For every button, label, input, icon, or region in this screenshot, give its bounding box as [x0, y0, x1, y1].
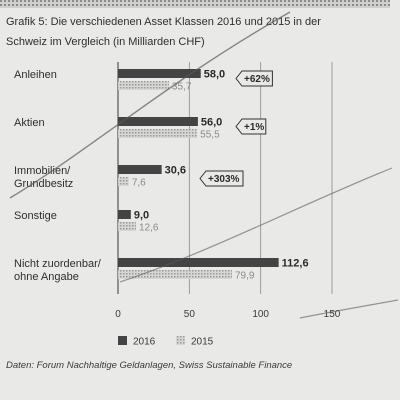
source-note: Daten: Forum Nachhaltige Geldanlagen, Sw…: [6, 360, 292, 371]
data-label-2016: 9,0: [134, 210, 149, 222]
category-label: Grundbesitz: [14, 178, 73, 190]
labels-layer: Anleihen 58,0 35,7 +62% Aktien 56,055,5 +1% Imm…: [14, 69, 309, 284]
bar-2015: [118, 81, 169, 90]
bar-2016: [118, 69, 201, 78]
header-band: [0, 0, 390, 8]
pen-stroke-decoration: [9, 11, 291, 199]
category-label: Aktien: [14, 117, 45, 129]
legend-label-2015: 2015: [191, 337, 214, 348]
change-label: +303%: [208, 174, 240, 185]
change-label: +62%: [244, 74, 270, 85]
data-label-2016: 30,6: [165, 165, 186, 177]
category-label: Anleihen: [14, 69, 57, 81]
change-tag: [235, 118, 267, 135]
x-tick-label-100: 100: [252, 309, 269, 320]
bar-2015: [118, 129, 198, 138]
bar-2015: [118, 270, 232, 279]
legend-swatch-2016: [118, 336, 127, 345]
data-label-2016: 56,0: [201, 117, 222, 129]
chart-title-line2: Schweiz im Vergleich (in Milliarden CHF): [6, 36, 205, 48]
x-tick-label-150: 150: [324, 309, 341, 320]
change-label: +1%: [244, 122, 264, 133]
bar-2016: [118, 117, 198, 126]
bar-2015: [118, 222, 136, 231]
pen-stroke-decoration-2: [119, 167, 393, 283]
bar-2016: [118, 165, 162, 174]
data-label-2016: 112,6: [282, 258, 309, 270]
bars-layer: [118, 69, 279, 279]
data-label-2015: 7,6: [132, 178, 146, 189]
bar-2016: [118, 258, 279, 267]
data-label-2016: 58,0: [204, 69, 225, 81]
category-label: Sonstige: [14, 210, 57, 222]
data-label-2015: 79,9: [235, 271, 255, 282]
change-tag: [199, 170, 244, 187]
data-label-2015: 55,5: [200, 130, 220, 141]
legend-swatch-2015: [176, 336, 185, 345]
category-label: Immobilien/: [14, 165, 71, 177]
bar-2016: [118, 210, 131, 219]
x-axis: 0 50 100 150: [115, 309, 341, 320]
bar-2015: [118, 177, 129, 186]
x-tick-label-0: 0: [115, 309, 121, 320]
legend-label-2016: 2016: [133, 337, 156, 348]
category-label: ohne Angabe: [14, 271, 79, 283]
legend: 2016 2015: [118, 336, 214, 348]
pen-stroke-decoration-3: [299, 299, 399, 319]
data-label-2015: 12,6: [139, 223, 159, 234]
category-label: Nicht zuordenbar/: [14, 258, 102, 270]
data-label-2015: 35,7: [172, 82, 192, 93]
x-tick-label-50: 50: [184, 309, 196, 320]
change-tag: [235, 70, 273, 87]
chart-title-line1: Grafik 5: Die verschiedenen Asset Klasse…: [6, 16, 321, 28]
